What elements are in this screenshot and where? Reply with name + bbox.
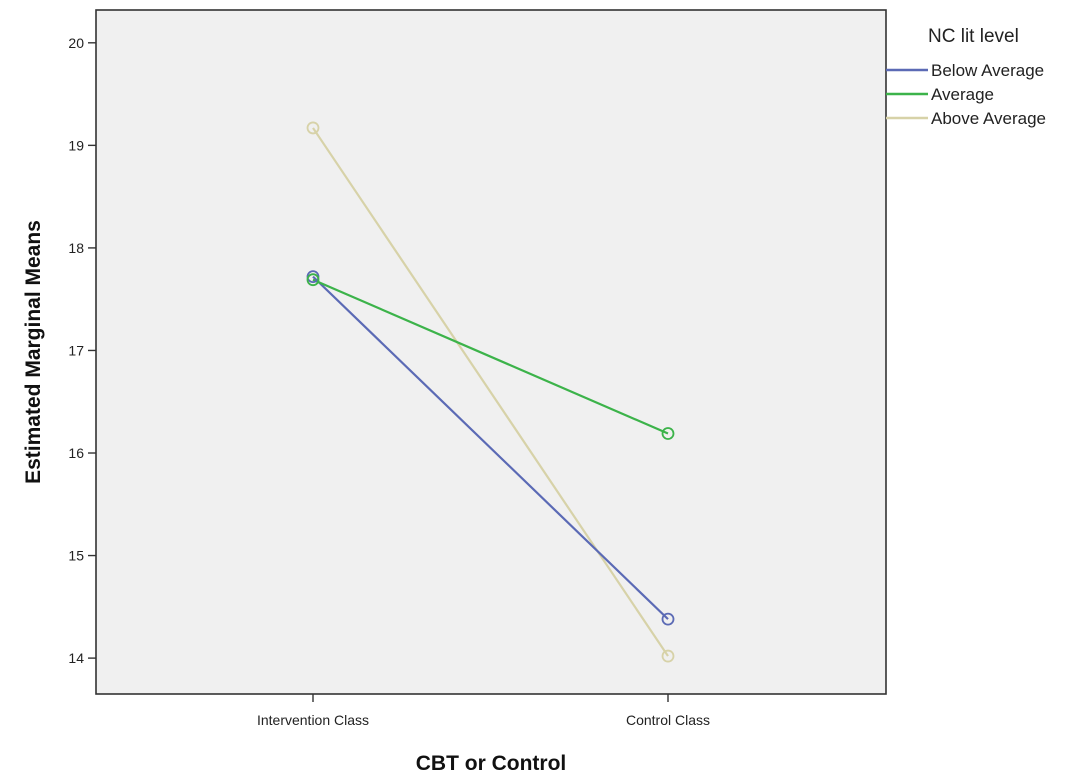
data-point (661, 612, 675, 626)
x-axis: Intervention Class Control Class (257, 694, 710, 728)
x-axis-title: CBT or Control (416, 752, 566, 775)
y-tick-label: 14 (68, 650, 84, 666)
series-line (312, 127, 669, 657)
legend: NC lit level Below Average Average Above A… (886, 26, 1046, 128)
legend-label: Above Average (931, 109, 1046, 128)
legend-items: Below Average Average Above Average (886, 61, 1046, 128)
series-lines (312, 127, 669, 657)
data-point (306, 273, 320, 287)
data-point (306, 121, 320, 135)
y-axis-title: Estimated Marginal Means (22, 220, 45, 484)
y-tick-label: 15 (68, 548, 84, 564)
series-line (312, 275, 669, 620)
legend-title: NC lit level (928, 26, 1019, 47)
series-points (306, 121, 675, 663)
y-tick-label: 16 (68, 445, 84, 461)
y-tick-label: 19 (68, 137, 84, 153)
x-tick-label: Control Class (626, 712, 710, 728)
y-tick-label: 17 (68, 342, 84, 358)
data-point (661, 649, 675, 663)
y-tick-label: 18 (68, 240, 84, 256)
y-axis: 14 15 16 17 18 19 20 (68, 35, 96, 666)
series-line (312, 278, 669, 435)
y-tick-label: 20 (68, 35, 84, 51)
x-tick-label: Intervention Class (257, 712, 369, 728)
data-point (661, 427, 675, 440)
legend-label: Average (931, 85, 994, 104)
plot-area (95, 9, 887, 695)
legend-label: Below Average (931, 61, 1044, 80)
